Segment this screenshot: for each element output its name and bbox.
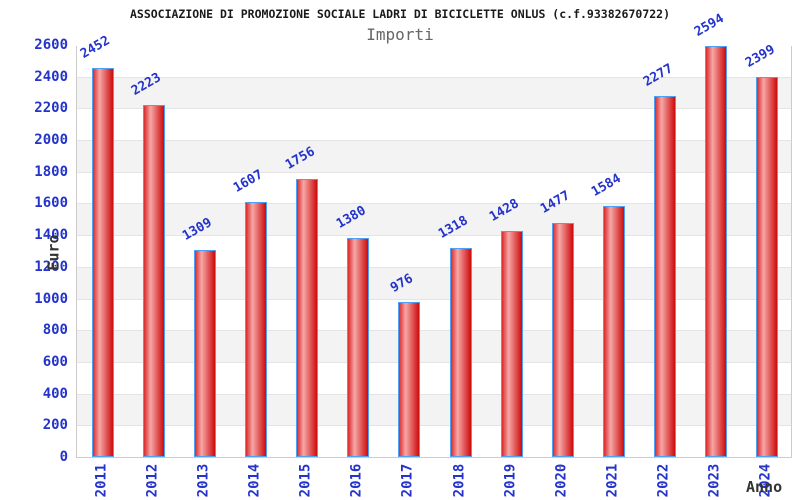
- x-tick-label-2014: 2014: [246, 463, 263, 498]
- plot-area: 2452 2223 1309 1607 1756 1380 976 1318 1428 1477 1…: [76, 11, 792, 458]
- bar-2020: [551, 222, 574, 457]
- grid-band: [77, 45, 791, 77]
- grid-band: [77, 425, 791, 457]
- bar-2019: [500, 230, 523, 457]
- bar-2024: [756, 76, 779, 457]
- x-tick-label-2018: 2018: [451, 463, 468, 498]
- y-tick-label: 1000: [34, 290, 68, 307]
- y-tick-label: 2400: [34, 68, 68, 85]
- grid-band: [77, 298, 791, 331]
- y-tick-label: 1200: [34, 258, 68, 275]
- bar-2011: [91, 68, 114, 457]
- grid-band: [77, 330, 791, 362]
- bar-2014: [245, 202, 267, 457]
- x-tick-label-2015: 2015: [297, 463, 314, 498]
- y-tick-label: 2200: [34, 100, 68, 117]
- grid-band: [77, 140, 791, 172]
- x-tick-label-2016: 2016: [348, 463, 365, 498]
- grid-band: [77, 171, 791, 204]
- x-tick-label-2021: 2021: [604, 463, 621, 498]
- y-tick-label: 1400: [34, 227, 68, 244]
- grid-band: [77, 235, 791, 267]
- bar-2018: [449, 248, 472, 457]
- bar-2015: [296, 178, 319, 457]
- x-tick-label-2020: 2020: [553, 463, 570, 498]
- x-tick-label-2012: 2012: [144, 463, 161, 498]
- grid-band: [77, 266, 791, 299]
- y-tick-label: 1600: [34, 195, 68, 212]
- y-tick-label: 1800: [34, 163, 68, 180]
- y-axis-title: Euro: [44, 234, 63, 271]
- bar-2013: [193, 249, 216, 457]
- grid-band: [77, 361, 791, 394]
- x-tick-label-2011: 2011: [93, 463, 110, 498]
- grid-band: [77, 76, 791, 109]
- chart-subtitle: Importi: [366, 25, 434, 44]
- x-tick-label-2023: 2023: [706, 463, 723, 498]
- bar-2023: [705, 45, 728, 457]
- y-tick-label: 2600: [34, 37, 68, 53]
- bar-2016: [347, 238, 370, 457]
- bar-2012: [142, 104, 165, 457]
- x-tick-label-2019: 2019: [502, 463, 519, 498]
- y-tick-label: 400: [42, 385, 68, 402]
- bar-2017: [398, 302, 421, 457]
- x-tick-label-2017: 2017: [399, 463, 416, 498]
- grid-band: [77, 393, 791, 426]
- chart-title: ASSOCIAZIONE DI PROMOZIONE SOCIALE LADRI…: [129, 7, 671, 21]
- bar-2022: [654, 96, 677, 457]
- y-tick-label: 0: [59, 449, 68, 465]
- y-tick-label: 800: [42, 322, 68, 339]
- y-tick-label: 2000: [34, 132, 68, 149]
- x-axis-title: Anno: [746, 478, 783, 496]
- bar-2021: [603, 206, 625, 457]
- x-tick-label-2022: 2022: [655, 463, 672, 498]
- y-tick-label: 200: [42, 417, 68, 434]
- x-tick-label-2013: 2013: [195, 463, 212, 498]
- grid-band: [77, 108, 791, 141]
- y-tick-label: 600: [42, 353, 68, 370]
